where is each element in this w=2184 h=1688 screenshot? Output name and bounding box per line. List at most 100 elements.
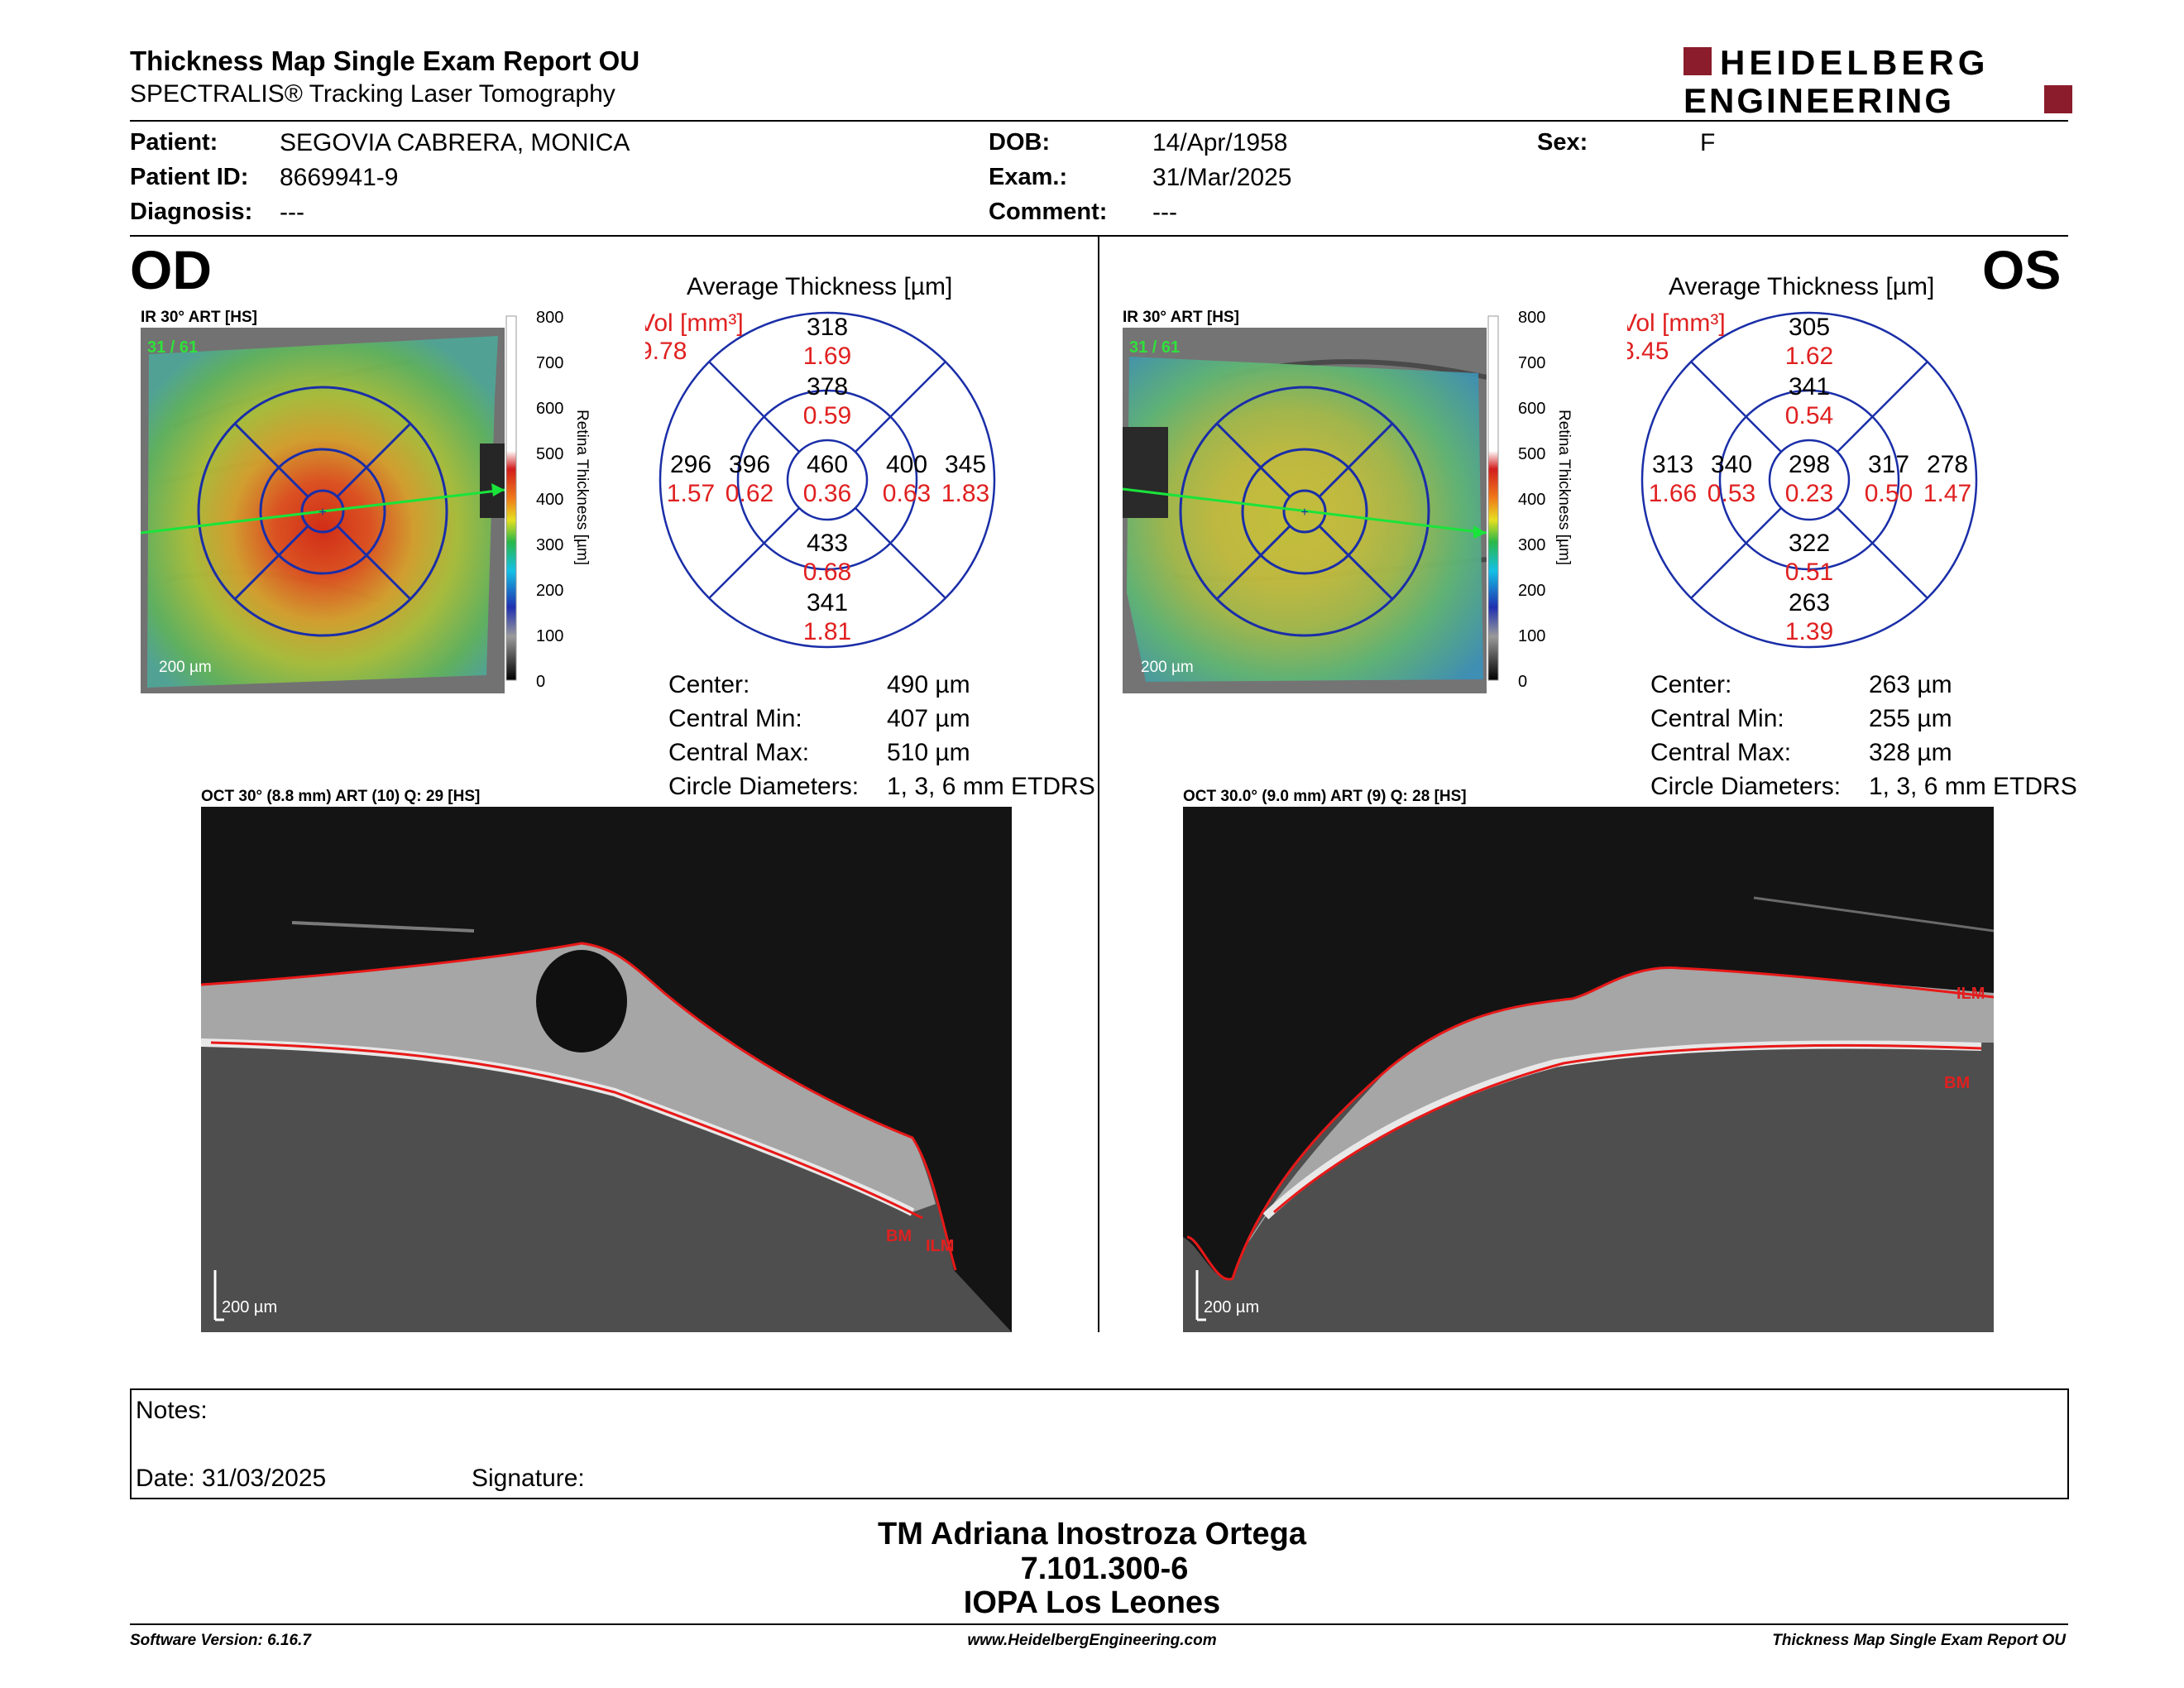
os-oct-choroid <box>1183 967 1994 1332</box>
footer-report-name: Thickness Map Single Exam Report OU <box>1772 1632 2066 1649</box>
comment-value: --- <box>1152 199 1177 226</box>
report-title: Thickness Map Single Exam Report OU <box>130 46 640 76</box>
os-sector-outer-inf-thickness: 263 <box>1789 589 1830 616</box>
os-sector-inner-sup-volume: 0.54 <box>1785 402 1833 429</box>
os-vol-label: Vol [mm³] <box>1627 309 1726 337</box>
dob-value: 14/Apr/1958 <box>1152 129 1288 156</box>
od-ilm-label: ILM <box>926 1237 954 1255</box>
exam-label: Exam.: <box>989 164 1068 190</box>
od-scan-arrow <box>491 483 505 496</box>
od-oct-cyst <box>536 950 627 1053</box>
od-ir-frames: 31 / 61 <box>147 338 198 357</box>
od-sector-outer-left-thickness: 296 <box>670 451 711 478</box>
os-colorbar-tick: 500 <box>1518 445 1545 463</box>
od-colorbar-tick: 500 <box>536 445 563 463</box>
od-vol-value: 9.78 <box>645 338 687 365</box>
od-sector-outer-inf-volume: 1.81 <box>803 618 851 645</box>
od-central-min-label: Central Min: <box>668 705 802 732</box>
os-oct-retina <box>1241 967 1994 1254</box>
os-colorbar-scale <box>1487 315 1499 681</box>
os-etdrs-title: Average Thickness [µm] <box>1669 273 1935 300</box>
os-sector-center-volume: 0.23 <box>1785 480 1833 507</box>
od-sector-inner-sup-volume: 0.59 <box>803 402 851 429</box>
report-subtitle: SPECTRALIS® Tracking Laser Tomography <box>130 80 615 108</box>
header-rule <box>130 120 2068 122</box>
website-link[interactable]: www.HeidelbergEngineering.com <box>967 1632 1217 1649</box>
od-etdrs-chart: Vol [mm³] 9.78 318 1.69 378 0.59 296 1.5… <box>645 309 996 649</box>
patient-rule <box>130 235 2068 237</box>
od-colorbar-tick: 600 <box>536 400 563 418</box>
os-label: OS <box>1982 239 2062 300</box>
od-colorbar-scale <box>505 315 517 681</box>
os-sector-inner-sup-thickness: 341 <box>1789 373 1830 400</box>
os-central-max-label: Central Max: <box>1650 739 1792 766</box>
os-bm-label: BM <box>1944 1074 1970 1092</box>
os-sector-outer-left-volume: 1.66 <box>1649 480 1697 507</box>
os-colorbar-tick: 0 <box>1518 673 1527 691</box>
os-sector-center-thickness: 298 <box>1789 451 1830 478</box>
od-colorbar: 800 700 600 500 400 300 200 100 0 Retina… <box>505 309 591 691</box>
od-etdrs-grid <box>197 386 448 637</box>
os-ir-frames: 31 / 61 <box>1129 338 1180 357</box>
patient-id-label: Patient ID: <box>130 164 249 190</box>
signer-clinic: IOPA Los Leones <box>963 1585 1221 1620</box>
os-circle-diam-label: Circle Diameters: <box>1650 773 1842 800</box>
od-ilm-line <box>201 942 957 1271</box>
os-central-min-value: 255 µm <box>1869 705 1952 732</box>
os-heatmap <box>1127 357 1483 682</box>
os-colorbar-tick: 100 <box>1518 627 1545 645</box>
od-thickness-map: + 31 / 61 200 µm <box>141 328 505 693</box>
od-vol-label: Vol [mm³] <box>645 309 744 337</box>
od-center-label: Center: <box>668 671 750 698</box>
os-ir-label: IR 30° ART [HS] <box>1123 309 1239 326</box>
od-sector-inner-left-volume: 0.62 <box>726 480 774 507</box>
patient-name: SEGOVIA CABRERA, MONICA <box>280 129 630 156</box>
od-colorbar-axis-label: Retina Thickness [µm] <box>573 410 591 565</box>
comment-label: Comment: <box>989 199 1108 225</box>
eye-divider <box>1098 237 1099 1332</box>
od-etdrs-title: Average Thickness [µm] <box>687 273 953 300</box>
od-sector-outer-sup-thickness: 318 <box>807 314 848 341</box>
od-oct-artifact <box>291 921 475 933</box>
os-colorbar-tick: 300 <box>1518 536 1545 554</box>
od-circle-diam-value: 1, 3, 6 mm ETDRS <box>887 773 1095 800</box>
od-ir-scale: 200 µm <box>159 659 212 676</box>
od-sector-inner-right-volume: 0.63 <box>883 480 931 507</box>
notes-signature-label: Signature: <box>472 1465 585 1492</box>
od-colorbar-ticks: 800 700 600 500 400 300 200 100 0 <box>536 309 563 691</box>
od-sector-center-thickness: 460 <box>807 451 848 478</box>
os-vol-value: 8.45 <box>1627 338 1669 365</box>
od-oct-label: OCT 30° (8.8 mm) ART (10) Q: 29 [HS] <box>201 788 481 805</box>
od-optic-disc <box>480 444 505 518</box>
od-sector-inner-inf-volume: 0.68 <box>803 559 851 586</box>
os-sector-inner-right-volume: 0.50 <box>1865 480 1913 507</box>
notes-box[interactable] <box>130 1388 2069 1499</box>
od-circle-diam-label: Circle Diameters: <box>668 773 860 800</box>
notes-label: Notes: <box>136 1397 208 1424</box>
os-optic-disc <box>1123 427 1168 518</box>
os-etdrs-grid <box>1179 386 1430 637</box>
signer-id: 7.101.300-6 <box>1020 1551 1189 1586</box>
od-central-max-value: 510 µm <box>887 739 970 766</box>
os-colorbar-tick: 800 <box>1518 309 1545 327</box>
os-etdrs-rings <box>1640 311 1978 649</box>
exam-value: 31/Mar/2025 <box>1152 164 1292 191</box>
os-oct-scale: 200 µm <box>1204 1298 1259 1316</box>
od-colorbar-tick: 0 <box>536 673 545 691</box>
logo-square-bottom <box>2044 85 2072 113</box>
od-colorbar-tick: 300 <box>536 536 563 554</box>
patient-id: 8669941-9 <box>280 164 399 191</box>
os-ir-scale: 200 µm <box>1141 659 1194 676</box>
os-oct-label: OCT 30.0° (9.0 mm) ART (9) Q: 28 [HS] <box>1183 788 1467 805</box>
sex-label: Sex: <box>1537 129 1588 156</box>
patient-label: Patient: <box>130 129 218 156</box>
os-sector-outer-sup-volume: 1.62 <box>1785 343 1833 370</box>
footer-rule <box>130 1623 2068 1625</box>
od-sector-inner-right-thickness: 400 <box>886 451 927 478</box>
notes-date: Date: 31/03/2025 <box>136 1465 327 1492</box>
od-colorbar-tick: 100 <box>536 627 563 645</box>
od-etdrs-rings <box>659 311 996 649</box>
od-central-max-label: Central Max: <box>668 739 810 766</box>
os-sector-inner-left-volume: 0.53 <box>1707 480 1755 507</box>
signer-name: TM Adriana Inostroza Ortega <box>878 1517 1306 1551</box>
